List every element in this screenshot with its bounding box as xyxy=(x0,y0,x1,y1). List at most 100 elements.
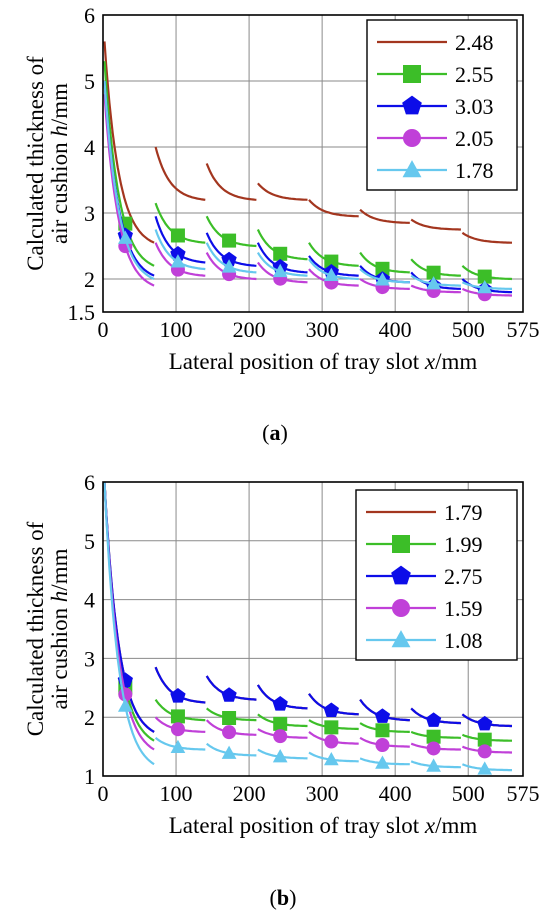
series-curve xyxy=(103,94,155,287)
y-tick-label: 6 xyxy=(84,3,95,28)
data-point xyxy=(374,708,391,723)
data-point xyxy=(375,723,390,738)
data-point xyxy=(272,263,288,278)
legend-marker xyxy=(402,160,422,178)
legend-label: 2.48 xyxy=(455,30,494,55)
caption-b: (b) xyxy=(270,885,297,910)
data-point xyxy=(170,739,186,753)
x-tick-label: 400 xyxy=(379,781,412,806)
series-curve xyxy=(410,218,461,231)
legend-marker xyxy=(403,129,421,147)
y-axis-label-line1: Calculated thickness of xyxy=(23,521,48,736)
x-axis-label: Lateral position of tray slot x/mm xyxy=(169,813,478,838)
series-curve xyxy=(154,146,206,201)
x-tick-label: 400 xyxy=(379,317,412,342)
data-point xyxy=(221,251,237,267)
x-tick-label: 100 xyxy=(160,317,193,342)
y-axis-label-line2: air cushion h/mm xyxy=(47,83,72,244)
data-point xyxy=(375,272,390,286)
caption-a-letter: a xyxy=(270,420,281,445)
data-point xyxy=(375,261,390,276)
data-point xyxy=(477,715,493,731)
data-point xyxy=(477,279,493,294)
legend-label: 1.99 xyxy=(444,532,483,557)
legend-label: 2.55 xyxy=(455,62,494,87)
legend-label: 1.79 xyxy=(444,500,483,525)
data-point xyxy=(222,725,237,740)
data-point xyxy=(221,687,237,702)
legend-marker xyxy=(402,95,422,115)
data-point xyxy=(425,712,442,727)
data-point xyxy=(222,233,237,248)
y-tick-label: 5 xyxy=(84,69,95,94)
y-tick-label: 3 xyxy=(84,646,95,671)
data-point xyxy=(375,755,390,769)
series-curve xyxy=(103,481,155,766)
y-tick-label: 5 xyxy=(84,529,95,554)
y-tick-label: 4 xyxy=(84,588,95,613)
axes-box xyxy=(102,14,524,313)
data-point xyxy=(426,758,441,772)
data-point xyxy=(117,230,133,244)
legend-marker xyxy=(391,630,411,648)
legend-label: 3.03 xyxy=(455,94,494,119)
series-curve xyxy=(257,182,308,201)
y-tick-label: 3 xyxy=(84,201,95,226)
y-tick-label: 2 xyxy=(84,705,95,730)
series-1.78 xyxy=(103,80,512,294)
legend-label: 1.08 xyxy=(444,628,483,653)
series-curve xyxy=(103,80,155,280)
x-tick-label: 300 xyxy=(306,317,339,342)
y-tick-label: 1 xyxy=(84,764,95,789)
legend-label: 1.78 xyxy=(455,158,494,183)
data-point xyxy=(170,228,185,243)
data-point xyxy=(222,710,237,725)
x-tick-label: 200 xyxy=(233,781,266,806)
data-point xyxy=(170,688,186,703)
legend-label: 1.59 xyxy=(444,596,483,621)
series-2.48 xyxy=(103,41,512,244)
legend-marker xyxy=(392,535,410,553)
data-point xyxy=(477,269,492,284)
data-point xyxy=(170,254,186,268)
y-tick-label: 2 xyxy=(84,267,95,292)
chart-panel-a: 0 100 200 300 400 500 575 1.5 2 3 4 5 6 Lateral posit… xyxy=(23,3,540,374)
legend-marker xyxy=(403,65,421,83)
x-tick-label: 575 xyxy=(507,317,540,342)
legend-label: 2.75 xyxy=(444,564,483,589)
x-axis-label: Lateral position of tray slot x/mm xyxy=(169,349,478,374)
y-tick-label: 4 xyxy=(84,135,95,160)
legend-marker xyxy=(391,565,411,585)
series-curve xyxy=(103,41,155,244)
x-tick-label: 300 xyxy=(306,781,339,806)
data-point xyxy=(324,734,339,749)
y-tick-label: 6 xyxy=(84,470,95,495)
y-axis-label-line1: Calculated thickness of xyxy=(23,56,48,271)
data-point xyxy=(170,722,185,737)
legend-marker xyxy=(392,599,410,617)
data-point xyxy=(221,259,237,273)
data-point xyxy=(273,729,288,744)
data-point xyxy=(272,696,288,711)
x-tick-label: 575 xyxy=(507,781,540,806)
data-point xyxy=(324,720,339,735)
y-tick-label: 1.5 xyxy=(68,300,96,325)
data-point xyxy=(273,246,288,261)
axes-box xyxy=(102,481,524,777)
chart-panel-b: 0 100 200 300 400 500 575 1 2 3 4 5 6 Lateral positio… xyxy=(23,470,540,838)
series-curve xyxy=(461,231,512,244)
data-point xyxy=(221,745,237,759)
data-point xyxy=(324,254,339,269)
x-tick-label: 0 xyxy=(98,781,109,806)
data-point xyxy=(117,698,133,712)
series-curve xyxy=(359,208,410,224)
data-point xyxy=(477,744,492,759)
data-point xyxy=(272,749,288,763)
series-curve xyxy=(308,199,359,218)
series-1.08 xyxy=(103,481,512,775)
x-tick-label: 200 xyxy=(233,317,266,342)
data-point xyxy=(323,267,339,281)
data-point xyxy=(375,737,390,752)
data-point xyxy=(426,265,441,280)
